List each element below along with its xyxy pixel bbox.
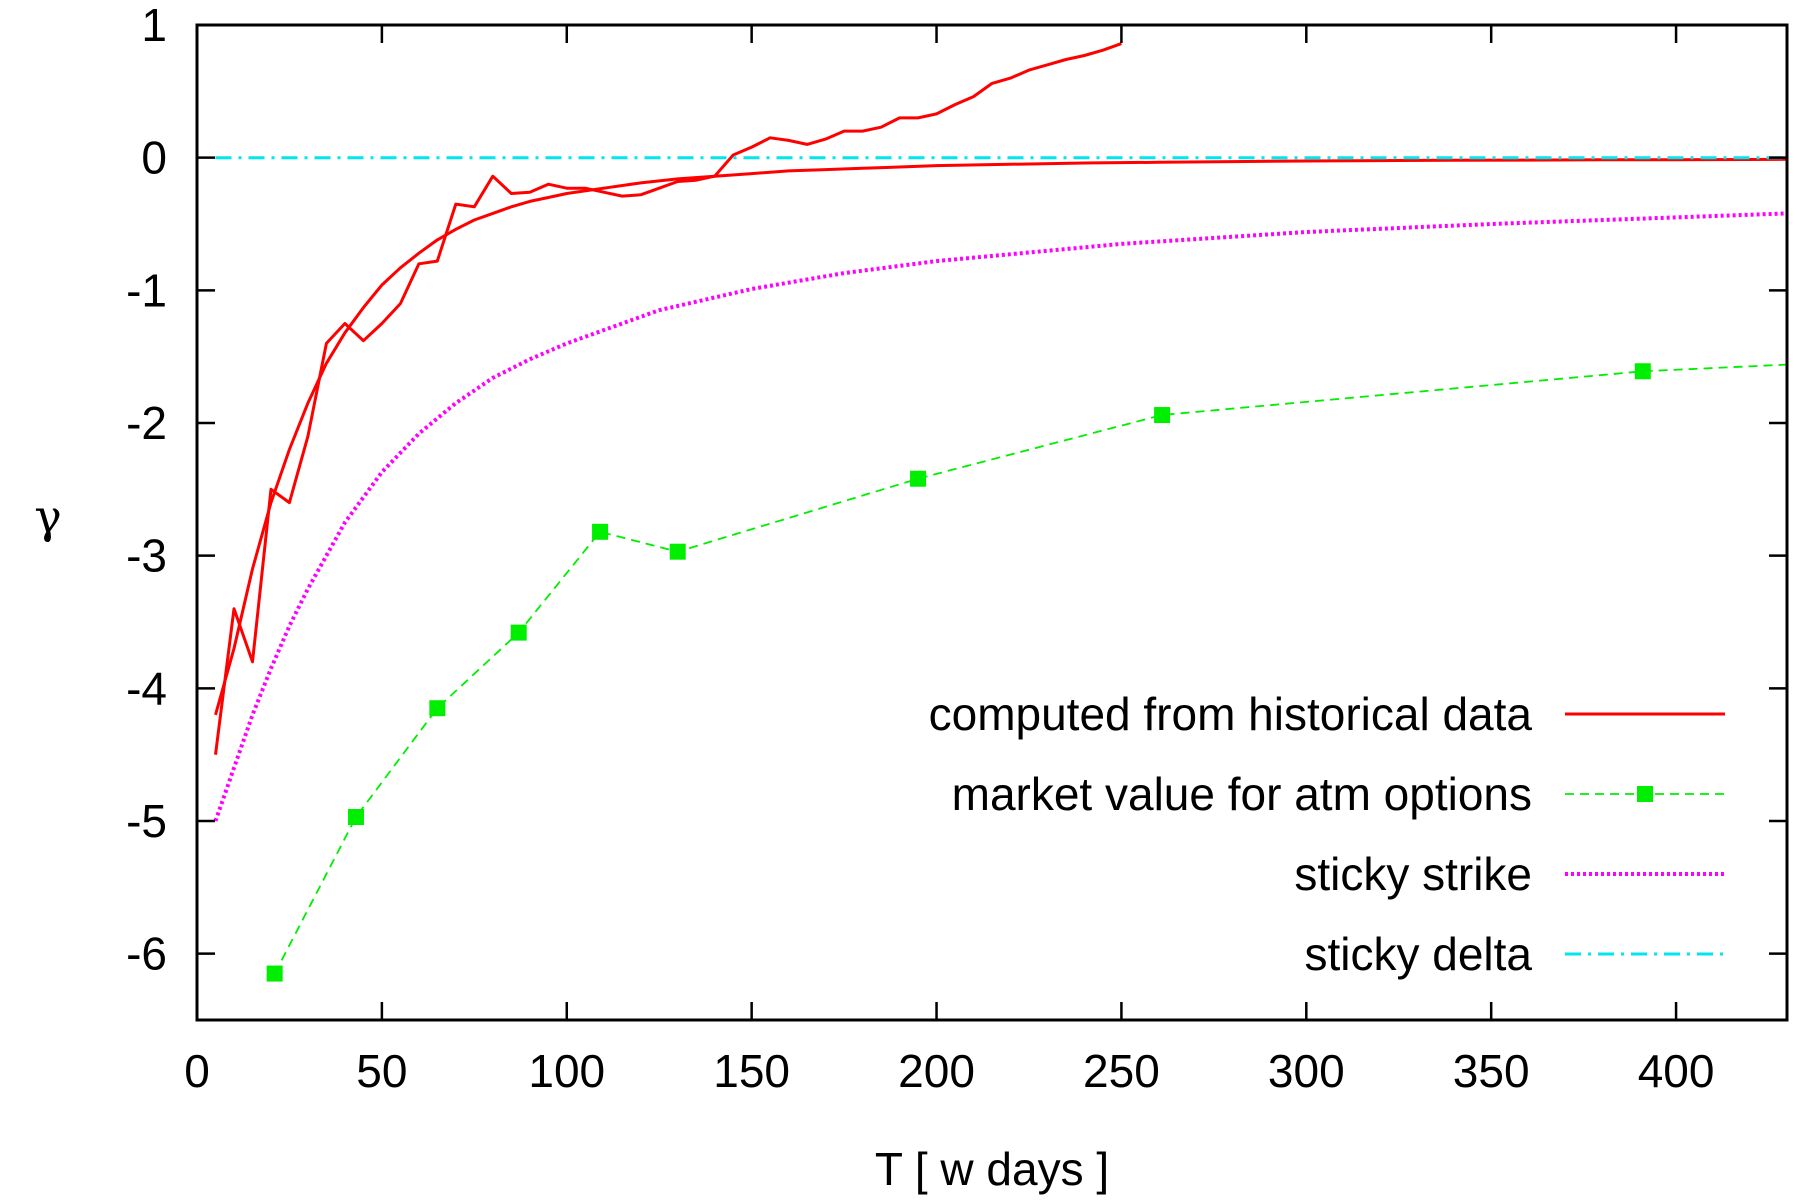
x-tick-label: 350 xyxy=(1453,1045,1530,1097)
legend: computed from historical data market valu… xyxy=(929,688,1725,980)
y-tick-label: -1 xyxy=(126,264,167,316)
series-line-2 xyxy=(273,363,1787,975)
data-point xyxy=(1634,363,1651,380)
data-point xyxy=(669,543,686,560)
x-tick-label: 50 xyxy=(356,1045,407,1097)
y-axis-title: γ xyxy=(34,490,62,544)
y-tick-label: -5 xyxy=(126,795,167,847)
y-tick-label: -3 xyxy=(126,530,167,582)
series-layer xyxy=(213,42,1787,982)
series-line-3 xyxy=(213,211,1787,822)
y-tick-label: 0 xyxy=(141,132,167,184)
x-axis-title: T [ w days ] xyxy=(875,1143,1109,1195)
x-tick-label: 300 xyxy=(1268,1045,1345,1097)
legend-label: sticky strike xyxy=(1294,848,1532,900)
plot-frame xyxy=(195,23,1789,1022)
data-point xyxy=(266,965,283,982)
x-tick-label: 150 xyxy=(713,1045,790,1097)
y-tick-label: 1 xyxy=(141,0,167,51)
data-point xyxy=(510,624,527,641)
x-tick-label: 200 xyxy=(898,1045,975,1097)
data-point xyxy=(592,523,609,540)
y-tick-label: -2 xyxy=(126,397,167,449)
legend-label: market value for atm options xyxy=(952,768,1532,820)
data-point xyxy=(910,470,927,487)
x-tick-label: 100 xyxy=(528,1045,605,1097)
x-tick-label: 0 xyxy=(184,1045,210,1097)
series-line-0 xyxy=(214,42,1122,755)
x-tick-label: 400 xyxy=(1638,1045,1715,1097)
data-point xyxy=(348,809,364,826)
ticks-layer: 0 50 100 150 200 250 300 350 400 1 0 -1 -2 -3 -4 -5 -6 xyxy=(126,0,1787,1097)
data-point xyxy=(1154,407,1171,424)
legend-label: computed from historical data xyxy=(929,688,1533,740)
x-tick-label: 250 xyxy=(1083,1045,1160,1097)
legend-marker xyxy=(1637,786,1653,802)
series-line-1 xyxy=(214,157,1787,716)
data-point xyxy=(429,700,446,717)
y-tick-label: -4 xyxy=(126,662,167,714)
legend-label: sticky delta xyxy=(1304,928,1532,980)
y-tick-label: -6 xyxy=(126,928,167,980)
